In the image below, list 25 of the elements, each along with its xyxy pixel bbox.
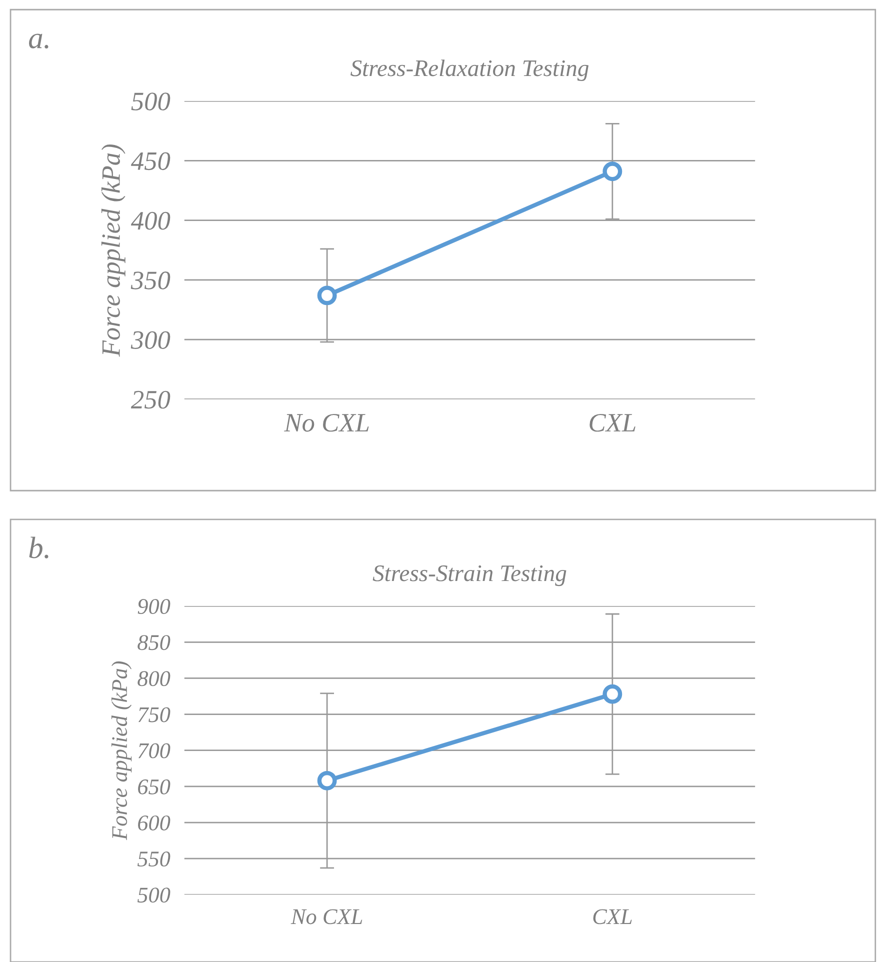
y-tick-label: 450 (130, 152, 170, 170)
y-tick-label: 850 (138, 635, 170, 650)
text: a. (29, 34, 48, 49)
y-tick-label: 350 (130, 272, 170, 290)
y-tick-label: 700 (138, 743, 170, 758)
y-tick-label: 500 (138, 888, 170, 903)
y-tick-label: 800 (138, 671, 170, 686)
y-tick-label: 750 (138, 707, 170, 722)
y-axis-title: Force applied (kPa) (101, 144, 126, 357)
y-tick-label: 500 (131, 92, 170, 110)
chart-title: Stress-Strain Testing (372, 565, 566, 586)
y-tick-label: 550 (138, 852, 170, 867)
y-tick-label: 600 (138, 815, 170, 830)
chart-title: Stress-Relaxation Testing (350, 60, 589, 82)
x-tick-label: No CXL (290, 909, 362, 924)
y-tick-label: 300 (130, 331, 170, 349)
y-tick-label: 900 (138, 598, 170, 614)
y-tick-label: 650 (138, 779, 170, 794)
x-tick-label: CXL (590, 414, 636, 432)
text: b. (29, 536, 48, 558)
x-tick-label: CXL (593, 909, 632, 924)
x-tick-label: No CXL (284, 414, 369, 432)
y-tick-label: 250 (130, 390, 170, 409)
y-tick-label: 400 (130, 212, 170, 230)
y-axis-title: Force applied (kPa) (111, 661, 132, 840)
